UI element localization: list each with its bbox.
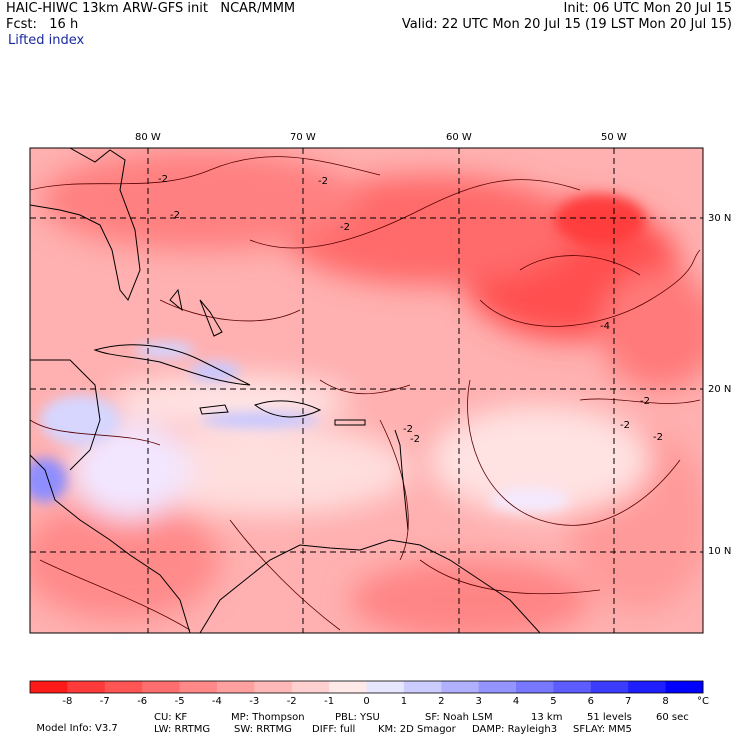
footer-res: 13 km [531,712,563,723]
field-name: Lifted index [8,33,85,48]
lifted-index-field: -2 -2 -2 -2 -4 -2 -2 -2 -2 -2 [30,148,703,633]
lon-label-70w: 70 W [290,132,316,143]
colorbar-swatch [254,681,293,693]
footer-sw: SW: RRTMG [234,724,292,735]
colorbar-tick-label: -6 [137,696,148,707]
graticule [30,148,703,633]
footer-damp: DAMP: Rayleigh3 [472,724,558,735]
lat-label-20n: 20 N [708,384,732,395]
colorbar-swatch [291,681,330,693]
lon-label-60w: 60 W [446,132,472,143]
footer-lw: LW: RRTMG [154,724,211,735]
colorbar-tick-label: 8 [662,696,669,707]
colorbar-tick-label: -4 [211,696,222,707]
colorbar-tick-label: 0 [363,696,370,707]
colorbar-swatch [179,681,218,693]
contour-labels: -2 -2 -2 -2 -4 -2 -2 -2 -2 -2 [158,174,663,445]
colorbar-swatch [665,681,704,693]
map-border [29,147,704,634]
contour-label: -4 [600,321,610,332]
colorbar-tick-label: 5 [550,696,557,707]
lat-label-10n: 10 N [708,546,732,557]
colorbar-swatch [104,681,143,693]
colorbar-tick-label: 4 [512,696,520,707]
colorbar-tick-label: 3 [475,696,482,707]
footer-pbl: PBL: YSU [335,712,380,723]
colorbar-tick-label: -2 [286,696,297,707]
colorbar-tick-label: 2 [438,696,445,707]
contour-label: -2 [640,396,650,407]
footer-row-1: Model Info: V3.7 [30,712,118,734]
contour-label: -2 [158,174,168,185]
colorbar-swatch [441,681,480,693]
colorbar-tick-label: 1 [400,696,408,707]
colorbar-swatch [142,681,181,693]
colorbar-swatch [329,681,367,693]
footer-levels: 51 levels [587,712,632,723]
lon-label-80w: 80 W [135,132,161,143]
footer-timestep: 60 sec [656,712,689,723]
footer-sf: SF: Noah LSM [425,712,493,723]
colorbar [29,680,704,694]
coastlines [30,148,541,633]
contour-label: -2 [318,176,328,187]
valid-time: Valid: 22 UTC Mon 20 Jul 15 (19 LST Mon … [401,17,732,32]
contour-label: -2 [410,434,420,445]
contour-label: -2 [620,420,630,431]
colorbar-swatch [553,681,592,693]
colorbar-border [29,680,704,694]
colorbar-swatch [30,681,68,693]
contour-label: -2 [653,432,663,443]
colorbar-swatch [216,681,255,693]
colorbar-tick-label: -8 [62,696,73,707]
init-time: Init: 06 UTC Mon 20 Jul 15 [563,1,732,16]
footer-mp: MP: Thompson [231,712,305,723]
footer-cu: CU: KF [154,712,188,723]
colorbar-tick-label: -7 [99,696,110,707]
model-title: HAIC-HIWC 13km ARW-GFS init NCAR/MMM [6,1,296,16]
colorbar-swatch [590,681,629,693]
lon-label-50w: 50 W [601,132,627,143]
colorbar-unit: °C [697,696,709,707]
colorbar-swatch [67,681,106,693]
colorbar-swatch [478,681,517,693]
colorbar-tick-label: -3 [249,696,260,707]
colorbar-tick-label: -1 [324,696,335,707]
lat-label-30n: 30 N [708,213,732,224]
footer-km: KM: 2D Smagor [378,724,456,735]
colorbar-swatch [403,681,442,693]
colorbar-swatch [516,681,554,693]
model-info: Model Info: V3.7 [36,723,118,734]
footer-sflay: SFLAY: MM5 [573,724,632,735]
colorbar-swatch [366,681,405,693]
footer-diff: DIFF: full [312,724,356,735]
contour-label: -2 [340,222,350,233]
colorbar-tick-label: 7 [625,696,632,707]
contour-label: -2 [403,424,413,435]
colorbar-tick-label: -5 [174,696,185,707]
colorbar-tick-label: 6 [587,696,594,707]
forecast-hour: Fcst: 16 h [6,17,79,32]
colorbar-swatch [628,681,667,693]
contour-label: -2 [170,210,180,221]
